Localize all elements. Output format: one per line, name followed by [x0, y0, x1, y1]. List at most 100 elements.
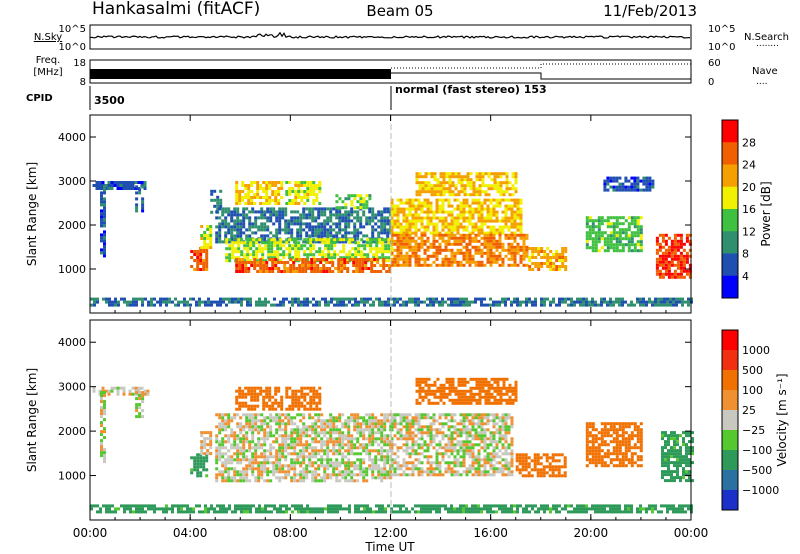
heatmap-cell: [450, 204, 454, 208]
heatmap-cell: [432, 210, 436, 214]
heatmap-cell: [335, 194, 339, 198]
heatmap-cell: [294, 253, 298, 257]
heatmap-cell: [305, 467, 309, 471]
heatmap-cell: [462, 455, 466, 459]
heatmap-cell: [423, 198, 427, 202]
heatmap-cell: [270, 247, 274, 251]
heatmap-cell: [323, 428, 327, 432]
heatmap-cell: [492, 233, 496, 237]
heatmap-cell: [537, 247, 541, 250]
heatmap-cell: [242, 479, 246, 483]
heatmap-cell: [531, 247, 535, 250]
heatmap-cell: [356, 237, 360, 241]
heatmap-cell: [239, 479, 243, 483]
heatmap-cell: [371, 440, 375, 444]
heatmap-cell: [233, 434, 237, 438]
heatmap-cell: [411, 431, 415, 435]
heatmap-cell: [200, 237, 204, 240]
heatmap-cell: [405, 419, 409, 423]
heatmap-cell: [202, 462, 206, 466]
heatmap-cell: [353, 216, 357, 220]
heatmap-cell: [306, 199, 310, 202]
heatmap-cell: [230, 237, 234, 241]
heatmap-cell: [246, 250, 250, 254]
heatmap-cell: [312, 389, 316, 393]
heatmap-cell: [135, 406, 139, 410]
heatmap-cell: [459, 443, 463, 447]
heatmap-cell: [233, 458, 237, 462]
heatmap-cell: [174, 297, 177, 301]
heatmap-cell: [630, 188, 634, 192]
heatmap-cell: [423, 470, 427, 474]
heatmap-cell: [250, 184, 254, 187]
heatmap-cell: [297, 184, 301, 187]
heatmap-cell: [358, 264, 362, 267]
heatmap-cell: [263, 479, 267, 483]
heatmap-cell: [417, 257, 421, 261]
heatmap-cell: [380, 434, 384, 438]
heatmap-cell: [219, 204, 223, 208]
heatmap-cell: [241, 261, 245, 264]
heatmap-cell: [311, 476, 315, 480]
heatmap-cell: [271, 407, 275, 411]
heatmap-cell: [558, 300, 561, 304]
heatmap-cell: [347, 449, 351, 453]
heatmap-cell: [218, 207, 222, 211]
heatmap-cell: [546, 247, 550, 250]
heatmap-cell: [630, 219, 634, 223]
heatmap-cell: [507, 242, 511, 246]
heatmap-cell: [348, 250, 352, 254]
heatmap-cell: [311, 431, 315, 435]
heatmap-cell: [338, 452, 342, 456]
heatmap-cell: [141, 300, 144, 304]
heatmap-cell: [250, 181, 254, 184]
heatmap-cell: [265, 202, 269, 205]
heatmap-cell: [123, 297, 126, 301]
heatmap-cell: [514, 187, 518, 191]
heatmap-cell: [365, 470, 369, 474]
heatmap-cell: [450, 473, 454, 477]
heatmap-cell: [200, 434, 204, 438]
heatmap-cell: [324, 300, 327, 304]
heatmap-cell: [498, 251, 502, 255]
heatmap-cell: [200, 431, 204, 435]
heatmap-cell: [291, 202, 295, 205]
heatmap-cell: [193, 468, 197, 472]
heatmap-cell: [471, 245, 475, 249]
heatmap-cell: [299, 431, 303, 435]
heatmap-cell: [594, 246, 598, 250]
heatmap-cell: [399, 245, 403, 249]
heatmap-cell: [402, 425, 406, 429]
heatmap-cell: [103, 203, 106, 207]
heatmap-cell: [426, 297, 429, 301]
heatmap-cell: [462, 204, 466, 208]
heatmap-cell: [353, 413, 357, 417]
heatmap-cell: [460, 190, 464, 194]
heatmap-cell: [92, 389, 96, 393]
heatmap-cell: [481, 175, 485, 179]
heatmap-cell: [567, 303, 570, 307]
heatmap-cell: [325, 270, 329, 273]
heatmap-cell: [453, 419, 457, 423]
heatmap-cell: [344, 449, 348, 453]
heatmap-cell: [474, 201, 478, 205]
heatmap-cell: [396, 467, 400, 471]
heatmap-cell: [314, 449, 318, 453]
heatmap-cell: [314, 479, 318, 483]
heatmap-cell: [374, 425, 378, 429]
heatmap-cell: [215, 449, 219, 453]
heatmap-cell: [468, 428, 472, 432]
heatmap-cell: [335, 428, 339, 432]
heatmap-cell: [486, 207, 490, 211]
heatmap-cell: [318, 386, 322, 390]
heatmap-cell: [348, 238, 352, 242]
heatmap-cell: [399, 201, 403, 205]
heatmap-cell: [196, 456, 200, 460]
heatmap-cell: [206, 246, 210, 249]
heatmap-cell: [120, 297, 123, 301]
heatmap-cell: [609, 303, 612, 307]
heatmap-cell: [585, 303, 588, 307]
heatmap-cell: [393, 297, 396, 301]
heatmap-cell: [257, 210, 261, 214]
heatmap-cell: [456, 236, 460, 240]
